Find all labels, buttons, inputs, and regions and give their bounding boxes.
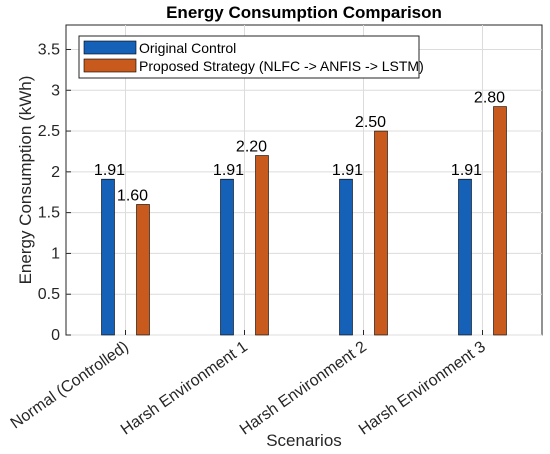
legend: Original Control Proposed Strategy (NLFC… (78, 35, 424, 79)
legend-swatch-proposed-strategy (83, 58, 137, 73)
bar-original-control-3 (339, 178, 353, 336)
bar-original-control-4 (458, 178, 472, 336)
y-tick-label: 3.5 (38, 41, 60, 58)
data-label: 1.91 (332, 162, 363, 179)
legend-label-original-control: Original Control (139, 40, 236, 56)
bar-proposed-strategy-nlfc-a-2 (255, 155, 269, 336)
y-tick-label: 2.5 (38, 123, 60, 140)
data-labels: 1.91 1.60 1.91 2.20 1.91 2.50 1.91 2.80 (94, 90, 505, 205)
data-label: 2.80 (474, 90, 505, 107)
y-tick-label: 1 (51, 245, 60, 262)
y-tick-label: 0 (51, 327, 60, 344)
bar-original-control-1 (101, 178, 115, 336)
y-axis-ticks: 0 0.5 1 1.5 2 2.5 3 3.5 (38, 41, 71, 344)
data-label: 2.50 (355, 114, 386, 131)
data-label: 1.91 (213, 162, 244, 179)
y-tick-label: 0.5 (38, 286, 60, 303)
data-label: 1.60 (117, 187, 148, 204)
bar-original-control-2 (220, 178, 234, 336)
bar-proposed-strategy-nlfc-a-3 (374, 130, 388, 336)
x-axis-label: Scenarios (266, 431, 342, 450)
y-tick-label: 3 (51, 82, 60, 99)
data-label: 1.91 (451, 162, 482, 179)
legend-swatch-original-control (83, 40, 137, 55)
bar-proposed-strategy-nlfc-a-1 (136, 204, 150, 336)
y-axis-label: Energy Consumption (kWh) (16, 76, 35, 285)
bar-proposed-strategy-nlfc-a-4 (493, 106, 507, 336)
y-tick-label: 1.5 (38, 205, 60, 222)
y-tick-label: 2 (51, 164, 60, 181)
data-label: 2.20 (236, 139, 267, 156)
legend-label-proposed-strategy: Proposed Strategy (NLFC -> ANFIS -> LSTM… (139, 58, 424, 74)
chart-title: Energy Consumption Comparison (166, 3, 442, 22)
bars (101, 106, 507, 336)
data-label: 1.91 (94, 162, 125, 179)
